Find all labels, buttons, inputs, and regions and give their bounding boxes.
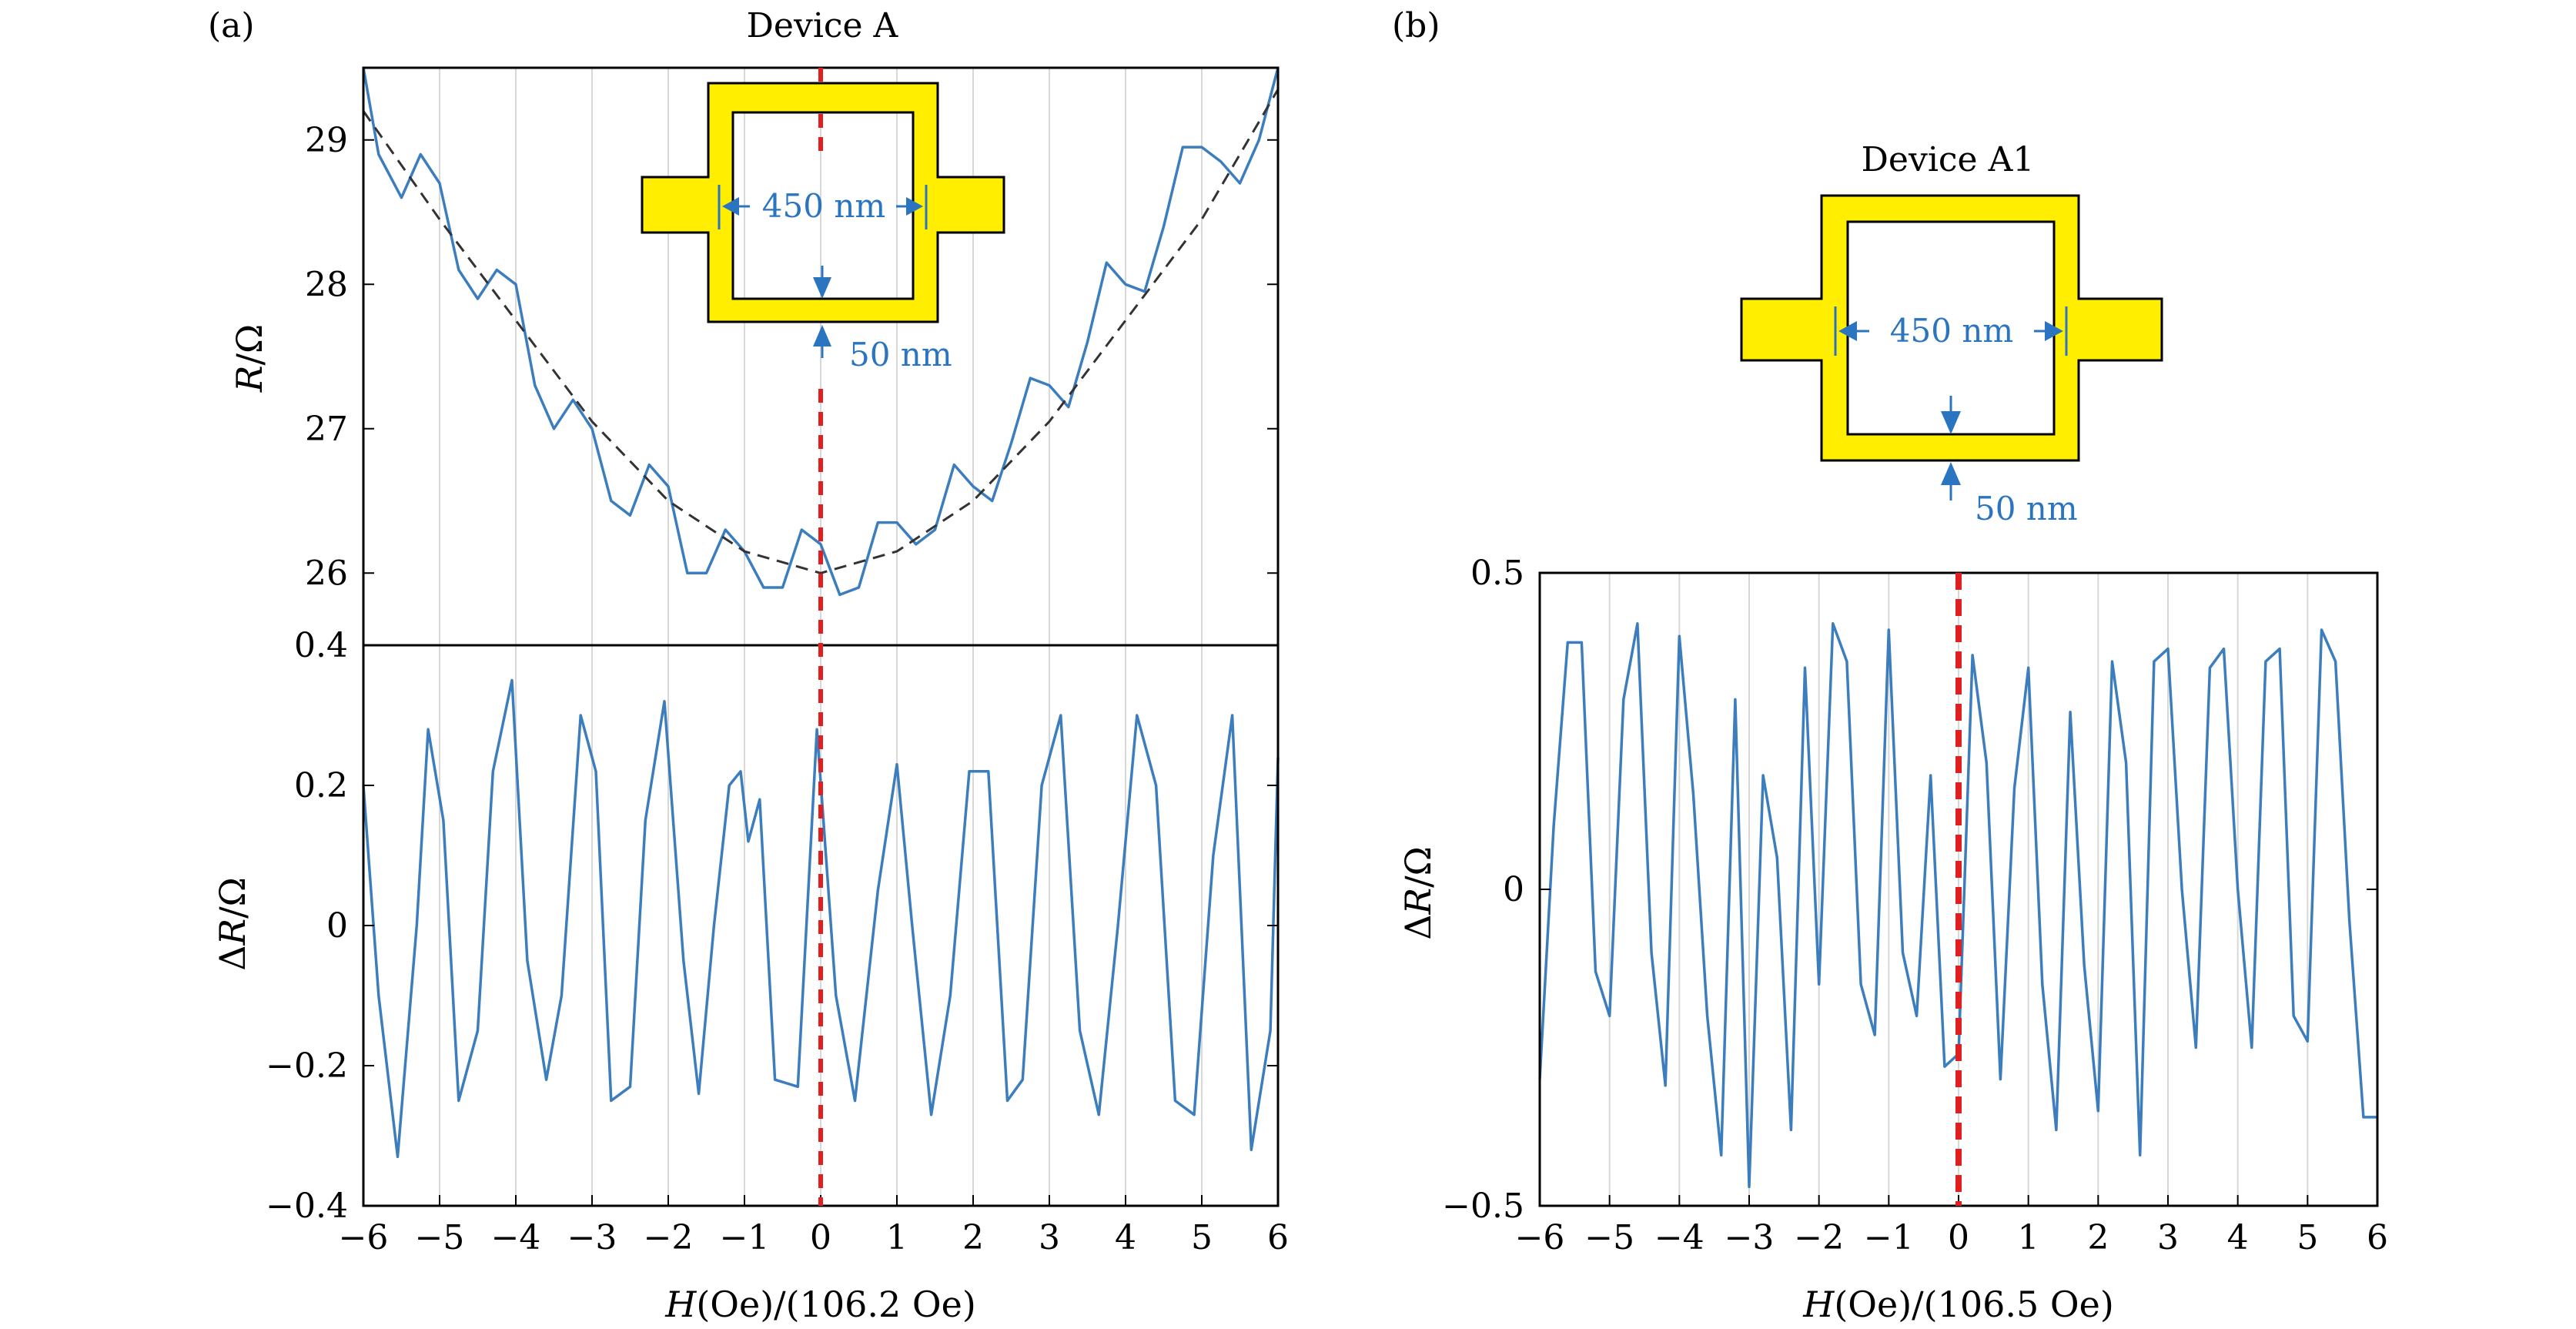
panel-b-inset-ring: [1740, 194, 2163, 500]
x-tick-label: −5: [1584, 1218, 1634, 1257]
panel-b-yticks: −0.5 0 0.5: [1442, 554, 2377, 1226]
x-tick-label: −6: [339, 1218, 389, 1257]
panel-a-xlabel: H(Oe)/(106.2 Oe): [664, 1284, 976, 1325]
x-tick-label: 0: [1948, 1218, 1969, 1257]
panel-a-upper-yticks: 26 27 28 29: [305, 121, 1278, 593]
x-tick-label: 1: [2018, 1218, 2039, 1257]
panel-a-upper-ylabel: R/Ω: [229, 324, 270, 393]
x-tick-label: −1: [1864, 1218, 1914, 1257]
panel-a-title: Device A: [747, 6, 899, 45]
x-tick-label: 2: [2087, 1218, 2109, 1257]
x-tick-label: 4: [2227, 1218, 2249, 1257]
x-tick-label: 3: [1039, 1218, 1060, 1257]
panel-b-xlabel: H(Oe)/(106.5 Oe): [1802, 1284, 2114, 1325]
panel-a-inset-ring: [641, 82, 1005, 358]
y-tick-label: 0.5: [1470, 554, 1524, 593]
x-tick-label: 6: [1267, 1218, 1289, 1257]
x-tick-label: 4: [1115, 1218, 1136, 1257]
x-tick-label: −4: [491, 1218, 541, 1257]
panel-b-ylabel: ΔR/Ω: [1397, 846, 1439, 940]
panel-a-label: (a): [208, 6, 255, 45]
panel-a-upper-grid: [439, 68, 1203, 645]
panel-a-lower-plot: −0.4 −0.2 0 0.2 0.4 −6 −5 −4 −3 −2 −1 0 1 2 3 4 5 6: [266, 626, 1289, 1257]
x-tick-label: −5: [415, 1218, 465, 1257]
data-series-line: [362, 67, 1280, 597]
x-tick-label: −3: [567, 1218, 617, 1257]
y-tick-label: 0: [326, 906, 348, 946]
x-tick-label: −6: [1515, 1218, 1565, 1257]
y-tick-label: 28: [305, 265, 348, 304]
x-tick-label: 1: [886, 1218, 908, 1257]
y-tick-label: 29: [305, 121, 348, 160]
data-series-line: [362, 678, 1280, 1159]
panel-a-lower-series: [362, 678, 1280, 1159]
x-tick-label: −4: [1654, 1218, 1705, 1257]
y-tick-label: 0.4: [294, 626, 348, 665]
x-tick-label: 6: [2367, 1218, 2388, 1257]
x-tick-label: 3: [2157, 1218, 2179, 1257]
x-tick-label: 5: [2297, 1218, 2318, 1257]
y-tick-label: −0.5: [1442, 1187, 1524, 1226]
panel-a-inset-width-label: 450 nm: [762, 187, 885, 225]
panel-a-lower-ylabel: ΔR/Ω: [212, 877, 253, 971]
panel-b-title: Device A1: [1862, 140, 2035, 179]
panel-b-inset-thickness-label: 50 nm: [1975, 490, 2078, 527]
y-tick-label: 26: [305, 554, 348, 593]
y-tick-label: 0.2: [294, 766, 348, 805]
panel-b-xticks: −6 −5 −4 −3 −2 −1 0 1 2 3 4 5 6: [1515, 1195, 2388, 1257]
panel-a-lower-yticks: −0.4 −0.2 0 0.2 0.4: [266, 626, 1278, 1226]
y-tick-label: −0.2: [266, 1046, 348, 1086]
panel-a-upper-plot: 26 27 28 29: [305, 66, 1280, 647]
y-tick-label: 27: [305, 410, 348, 449]
fit-curve: [362, 89, 1280, 574]
x-tick-label: −1: [720, 1218, 770, 1257]
x-tick-label: 5: [1191, 1218, 1213, 1257]
panel-a-inset-thickness-label: 50 nm: [849, 336, 952, 373]
panel-a-upper-series: [362, 67, 1280, 597]
panel-b-inset-width-label: 450 nm: [1890, 312, 2013, 350]
x-tick-label: −3: [1725, 1218, 1775, 1257]
panel-b-plot: −0.5 0 0.5 −6 −5 −4 −3 −2 −1 0 1 2 3 4 5 6: [1442, 554, 2388, 1257]
y-tick-label: 0: [1503, 870, 1524, 909]
x-tick-label: 0: [810, 1218, 831, 1257]
panel-a-lower-xticks: −6 −5 −4 −3 −2 −1 0 1 2 3 4 5 6: [339, 1195, 1289, 1257]
x-tick-label: 2: [962, 1218, 984, 1257]
y-tick-label: −0.4: [266, 1187, 348, 1226]
panel-b-label: (b): [1392, 6, 1440, 45]
x-tick-label: −2: [644, 1218, 694, 1257]
x-tick-label: −2: [1794, 1218, 1844, 1257]
